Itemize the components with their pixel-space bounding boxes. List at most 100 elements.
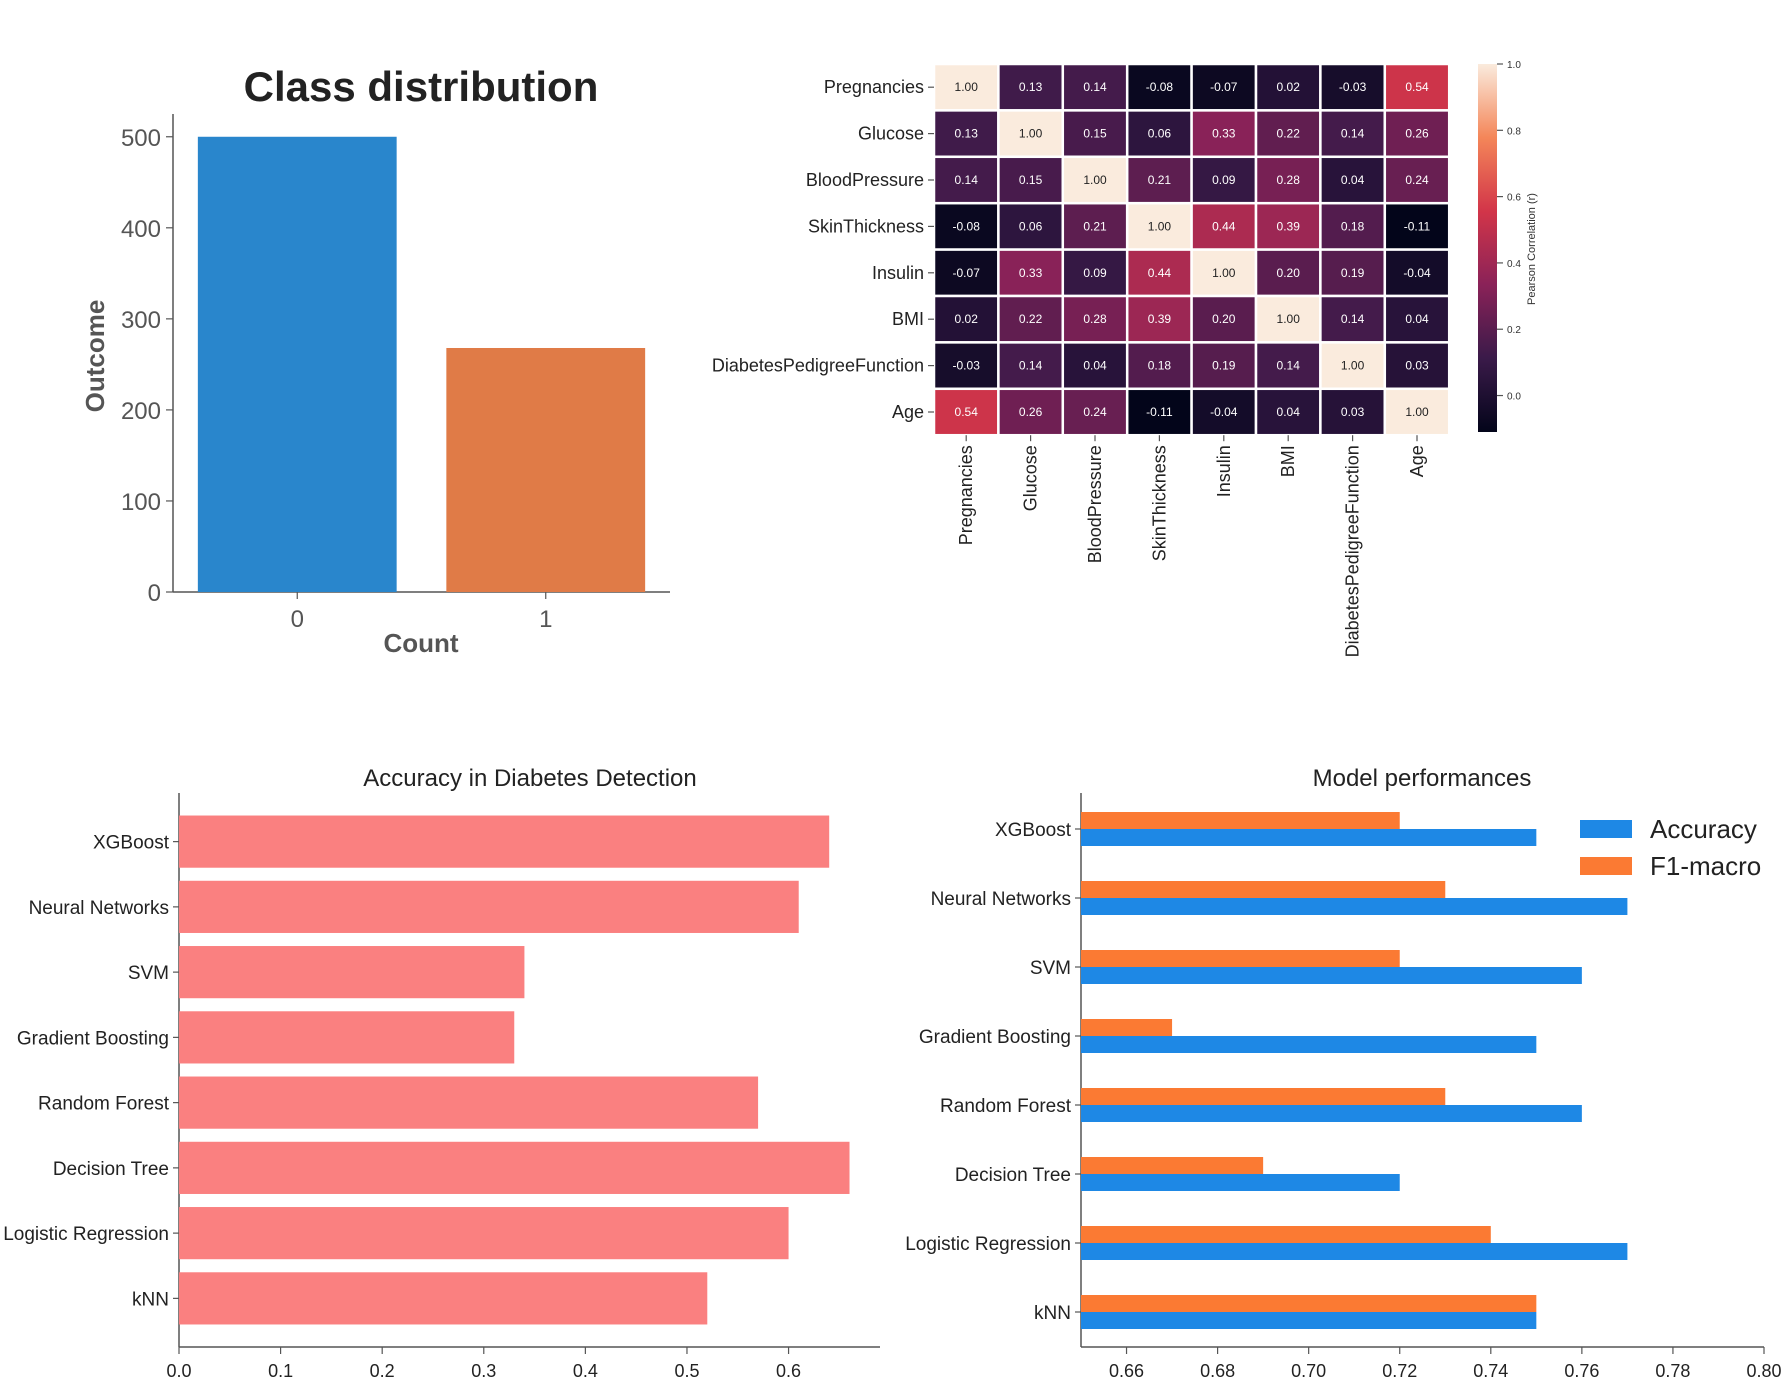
y-tick-label: Gradient Boosting: [17, 1028, 169, 1049]
x-tick-label: 0.70: [1291, 1361, 1326, 1381]
x-tick-label: 0.72: [1382, 1361, 1417, 1381]
y-tick-label: 0: [148, 580, 161, 607]
cell-value: 1.00: [1277, 312, 1301, 326]
cell-value: 0.39: [1277, 219, 1301, 233]
cell-value: -0.04: [1210, 405, 1238, 419]
x-tick-label: 0.6: [776, 1361, 801, 1381]
x-tick-label: 0.2: [370, 1361, 395, 1381]
cell-value: 0.19: [1212, 359, 1236, 373]
cell-value: 0.02: [955, 312, 979, 326]
cell-value: -0.03: [1339, 80, 1367, 94]
cell-value: 0.22: [1019, 312, 1043, 326]
cell-value: 0.26: [1405, 127, 1429, 141]
legend-swatch-f1: [1580, 857, 1632, 875]
bar: [197, 136, 397, 592]
cell-value: 0.04: [1405, 312, 1429, 326]
cell-value: 1.00: [1341, 359, 1365, 373]
heatmap-cell: [1190, 201, 1258, 251]
colorbar-tick-label: 0.6: [1507, 193, 1521, 204]
y-tick-label: Logistic Regression: [905, 1234, 1071, 1255]
cell-value: 0.14: [1341, 127, 1365, 141]
bar-f1-macro: [1081, 1157, 1264, 1174]
heatmap-cell: [997, 294, 1065, 344]
cell-value: 0.54: [955, 405, 979, 419]
cell-value: 0.14: [1083, 80, 1107, 94]
chart-title: Model performances: [1313, 765, 1532, 792]
y-tick-label: Random Forest: [940, 1096, 1072, 1117]
col-label: Glucose: [1021, 445, 1041, 511]
cell-value: 0.24: [1405, 173, 1429, 187]
bar: [179, 1011, 515, 1064]
col-label: Age: [1407, 445, 1427, 477]
colorbar-tick-label: 0.4: [1507, 259, 1521, 270]
legend-label-accuracy: Accuracy: [1650, 814, 1757, 844]
cell-value: -0.07: [953, 266, 981, 280]
x-tick-label: 0.1: [268, 1361, 293, 1381]
y-tick-label: 300: [121, 307, 161, 334]
correlation-heatmap: 1.00 0.13 0.14 -0.08 -0.07 0.02 -0.03 0.54 0.13 1…: [712, 60, 1538, 657]
cell-value: 0.28: [1083, 312, 1107, 326]
bar-f1-macro: [1081, 881, 1446, 898]
row-label: Pregnancies: [824, 77, 924, 97]
y-tick-label: SVM: [1030, 958, 1071, 979]
cell-value: 0.14: [1341, 312, 1365, 326]
cell-value: 1.00: [955, 80, 979, 94]
cell-value: 1.00: [1405, 405, 1429, 419]
x-tick-label: 0.78: [1655, 1361, 1690, 1381]
cell-value: 0.03: [1341, 405, 1365, 419]
y-tick-label: SVM: [128, 963, 169, 984]
heatmap-cell: [1319, 387, 1387, 437]
heatmap-cell: [997, 155, 1065, 205]
bar: [179, 880, 799, 933]
cell-value: 0.13: [1019, 80, 1043, 94]
x-tick-label: 0.76: [1564, 1361, 1599, 1381]
col-label: Pregnancies: [956, 445, 976, 545]
col-label: BMI: [1278, 445, 1298, 477]
heatmap-cell: [1061, 387, 1129, 437]
x-tick-label: 0.0: [166, 1361, 191, 1381]
cell-value: 1.00: [1148, 219, 1172, 233]
cell-value: 0.22: [1277, 127, 1301, 141]
col-label: DiabetesPedigreeFunction: [1343, 445, 1363, 657]
y-tick-label: 100: [121, 489, 161, 516]
heatmap-cell: [1254, 387, 1322, 437]
cell-value: 0.14: [1277, 359, 1301, 373]
cell-value: 0.04: [1277, 405, 1301, 419]
bar-accuracy: [1081, 967, 1582, 984]
class-distribution-chart: Class distribution Outcome Count 0 100 200…: [80, 63, 670, 658]
x-tick-label: 0.80: [1746, 1361, 1781, 1381]
cell-value: 0.54: [1405, 80, 1429, 94]
y-tick-label: Decision Tree: [955, 1165, 1071, 1186]
y-tick-label: kNN: [132, 1289, 169, 1310]
col-label: BloodPressure: [1085, 445, 1105, 563]
colorbar-tick-label: 0.8: [1507, 126, 1521, 137]
y-tick-label: Neural Networks: [29, 898, 169, 919]
cell-value: 0.44: [1212, 219, 1236, 233]
accuracy-bar-chart: Accuracy in Diabetes Detection XGBoost Ne…: [3, 765, 880, 1381]
bar: [446, 347, 646, 592]
cell-value: 0.14: [1019, 359, 1043, 373]
bar-f1-macro: [1081, 1226, 1491, 1243]
cell-value: 0.44: [1148, 266, 1172, 280]
cell-value: 0.04: [1341, 173, 1365, 187]
bar-f1-macro: [1081, 1019, 1173, 1036]
cell-value: 1.00: [1083, 173, 1107, 187]
heatmap-cell: [1190, 341, 1258, 391]
heatmap-cell: [932, 109, 1000, 159]
cell-value: 0.24: [1083, 405, 1107, 419]
cell-value: -0.03: [953, 359, 981, 373]
legend: Accuracy F1-macro: [1580, 814, 1761, 881]
heatmap-cell: [997, 109, 1065, 159]
cell-value: 0.15: [1019, 173, 1043, 187]
x-tick-label: 0.68: [1200, 1361, 1235, 1381]
bar: [179, 1141, 850, 1194]
heatmap-cell: [1125, 155, 1193, 205]
cell-value: 0.20: [1212, 312, 1236, 326]
y-tick-label: kNN: [1034, 1303, 1071, 1324]
bar: [179, 1207, 789, 1260]
bar-accuracy: [1081, 1036, 1537, 1053]
cell-value: -0.08: [953, 219, 981, 233]
y-tick-label: XGBoost: [995, 820, 1072, 841]
cell-value: 0.14: [955, 173, 979, 187]
